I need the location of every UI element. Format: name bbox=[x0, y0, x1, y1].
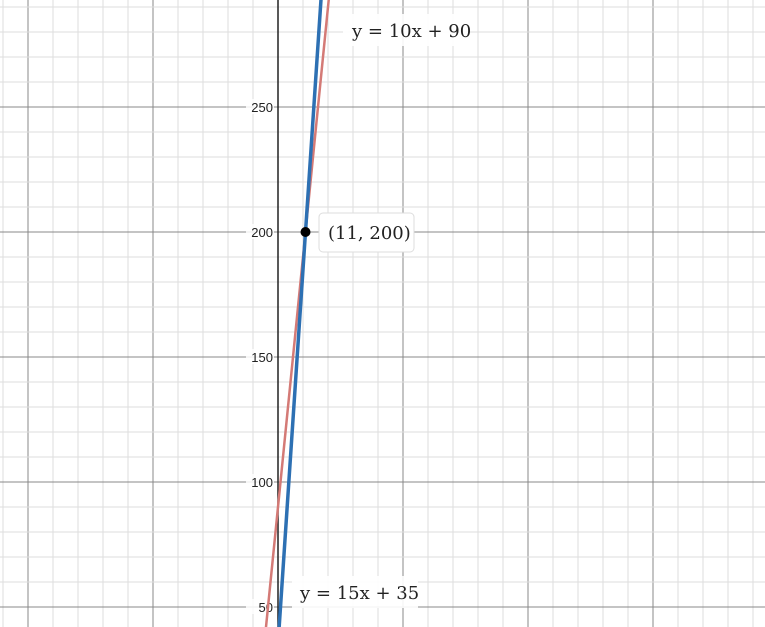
y-tick-label: 50 bbox=[259, 600, 273, 615]
tick-label-bg bbox=[246, 474, 274, 489]
series-label-1: y = 15x + 35 bbox=[299, 583, 419, 604]
series-line-0 bbox=[264, 0, 330, 627]
labels: y = 10x + 90 y = 15x + 35 (11, 200) bbox=[292, 14, 471, 608]
point-label-box bbox=[318, 212, 415, 253]
series-line-1 bbox=[277, 0, 323, 627]
tick-label-bg bbox=[246, 99, 274, 114]
intersection-point bbox=[300, 227, 311, 237]
tick-label-bg bbox=[246, 349, 274, 364]
series-label-0: y = 10x + 90 bbox=[351, 21, 471, 42]
point-label: (11, 200) bbox=[328, 223, 411, 244]
points bbox=[300, 227, 311, 237]
y-tick-label: 150 bbox=[251, 350, 273, 365]
y-tick-label: 100 bbox=[251, 475, 273, 490]
y-tick-label: 250 bbox=[251, 100, 273, 115]
tick-label-bg bbox=[246, 224, 274, 239]
axes: 50 100 150 200 250 bbox=[246, 0, 279, 627]
series-lines bbox=[264, 0, 330, 627]
label-bg-series-0 bbox=[343, 14, 469, 46]
y-tick-label: 200 bbox=[251, 225, 273, 240]
label-bg-series-1 bbox=[292, 576, 418, 608]
